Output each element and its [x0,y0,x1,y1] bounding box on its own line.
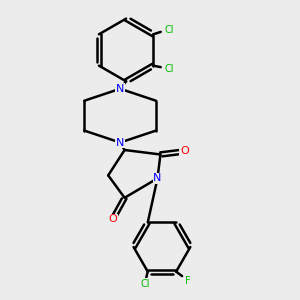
Text: N: N [116,84,124,94]
Text: O: O [180,146,189,157]
Text: F: F [185,276,191,286]
Text: Cl: Cl [165,64,174,74]
Text: Cl: Cl [165,25,174,35]
Text: N: N [116,137,124,148]
Text: Cl: Cl [140,279,149,289]
Text: N: N [153,173,162,183]
Text: O: O [108,214,117,224]
